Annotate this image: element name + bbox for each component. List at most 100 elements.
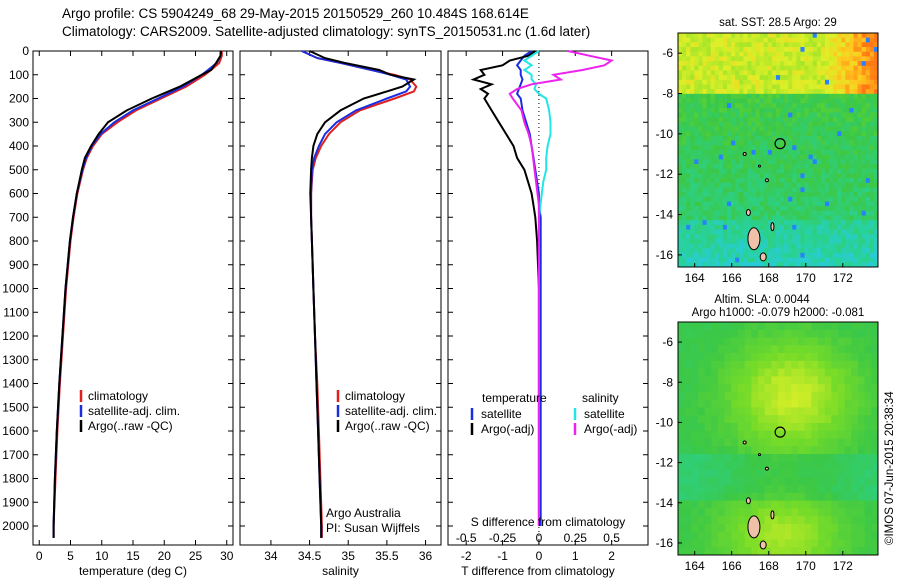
sst_map-cell xyxy=(861,56,867,62)
sla_map-cell xyxy=(838,500,846,509)
sst_map-cell xyxy=(767,262,773,268)
sst_map-cell xyxy=(833,243,838,249)
sst_map-cell xyxy=(841,140,846,146)
sst_map-cell xyxy=(833,215,838,221)
sst_map-cell xyxy=(775,192,781,198)
sla_map-cell xyxy=(818,360,826,369)
sst_map-cell xyxy=(739,98,744,104)
sst_map-cell xyxy=(690,257,695,263)
sla_map-cell xyxy=(744,353,752,362)
sst_map-cell xyxy=(735,112,740,118)
sst_map-cell xyxy=(722,215,728,221)
sst_map-cell xyxy=(820,192,826,198)
sst_map-cell xyxy=(702,201,707,207)
sst_map-cell xyxy=(808,42,814,48)
sla_map-cell xyxy=(804,438,812,447)
sst_map-cell xyxy=(722,126,728,132)
sst_map-cell xyxy=(682,79,687,85)
sst_map-cell xyxy=(735,107,740,113)
sst_map-cell xyxy=(853,117,858,123)
sst_map-cell xyxy=(678,168,683,174)
sst_map-cell xyxy=(702,117,707,123)
sst_map-cell xyxy=(690,173,695,179)
sst_map-cell xyxy=(767,159,773,165)
sst_map-cell xyxy=(710,140,716,146)
sst_map-cell xyxy=(686,117,691,123)
sst_map-cell xyxy=(808,210,814,216)
sst_map-cell xyxy=(841,173,846,179)
sst_map-cell xyxy=(824,210,830,216)
sst_map-cell xyxy=(767,131,773,137)
sst_map-cell xyxy=(800,229,805,235)
sst_map-cell xyxy=(816,135,822,142)
sst_map-cell xyxy=(751,215,756,221)
salinity-legend-label: climatology xyxy=(345,389,405,403)
sst_map-cell xyxy=(731,79,736,85)
sst_map-cell xyxy=(845,182,850,188)
sla_map-cell xyxy=(811,531,819,540)
sla_map-cell xyxy=(751,384,759,393)
difference-xtick-label: 2 xyxy=(608,549,615,563)
sst_map-cell xyxy=(816,33,822,39)
sst_map-cell xyxy=(767,47,773,53)
sst_map-cell xyxy=(780,168,785,174)
sst_map-cell xyxy=(710,42,716,48)
sst_map-cell xyxy=(751,159,756,165)
sst_map-cell xyxy=(751,47,756,53)
sst_map-cell xyxy=(739,187,744,193)
sst_map-cell xyxy=(735,154,740,160)
sst_map-cell xyxy=(759,140,765,146)
sst_map-cell xyxy=(829,131,834,137)
sla_map-cell xyxy=(731,523,739,533)
sst_map-cell xyxy=(804,192,810,198)
sla_map-cell xyxy=(818,322,826,331)
sst_map-cell xyxy=(710,201,716,207)
sst_map-cell xyxy=(816,121,822,127)
sst_map-cell xyxy=(865,248,871,254)
sla_map-cell xyxy=(764,492,772,502)
sst_map-cell xyxy=(755,248,761,254)
sst_map-cell xyxy=(816,61,822,67)
sst_map-cell xyxy=(792,159,797,165)
sst_map-cell xyxy=(792,93,797,99)
sla_map-cell xyxy=(751,539,759,548)
sst_map-cell xyxy=(714,33,720,39)
sla_map-cell xyxy=(764,461,772,470)
sst_map-cell xyxy=(837,224,842,230)
sst_map-cell xyxy=(682,140,687,146)
sst_map-cell xyxy=(755,220,761,226)
sst_map-cell xyxy=(722,182,728,188)
sst_map-cell xyxy=(865,56,871,62)
sst_map-xtick-label: 166 xyxy=(722,271,742,285)
sst_map-cell xyxy=(816,140,822,146)
sst_map-cell xyxy=(788,135,793,142)
sst_map-cell xyxy=(841,89,846,95)
sst_map-cell xyxy=(833,262,838,268)
temperature-legend-label: satellite-adj. clim. xyxy=(88,404,180,418)
sla_map-cell xyxy=(698,516,706,525)
sla_map-cell xyxy=(731,368,739,377)
sst_map-cell xyxy=(845,79,850,85)
sst_map-cell xyxy=(722,84,728,90)
sla_map-cell xyxy=(711,508,719,517)
sst_map-cell xyxy=(710,243,716,249)
sla_map-cell xyxy=(791,469,799,478)
sla_map-cell xyxy=(718,461,726,470)
sst_map-cell xyxy=(759,145,765,151)
sla_map-cell xyxy=(758,422,766,432)
sst_map-cell xyxy=(800,154,805,160)
sst_map-cell xyxy=(747,33,752,39)
sst_map-cell xyxy=(800,248,805,254)
sla_map-cell xyxy=(718,360,726,369)
sst_map-cell xyxy=(849,220,854,226)
sst_map-cell xyxy=(698,248,703,254)
sst_map-cell xyxy=(865,121,871,127)
sla_map-cell xyxy=(844,461,852,470)
sla_map-cell xyxy=(804,430,812,439)
sla_map-cell xyxy=(784,384,792,393)
sst_map-cell xyxy=(837,75,842,81)
sst_map-cell xyxy=(690,206,695,212)
sst_map-ytick-label: -14 xyxy=(656,208,674,222)
sst_map-cell xyxy=(755,173,761,179)
sst_map-cell xyxy=(686,121,691,127)
